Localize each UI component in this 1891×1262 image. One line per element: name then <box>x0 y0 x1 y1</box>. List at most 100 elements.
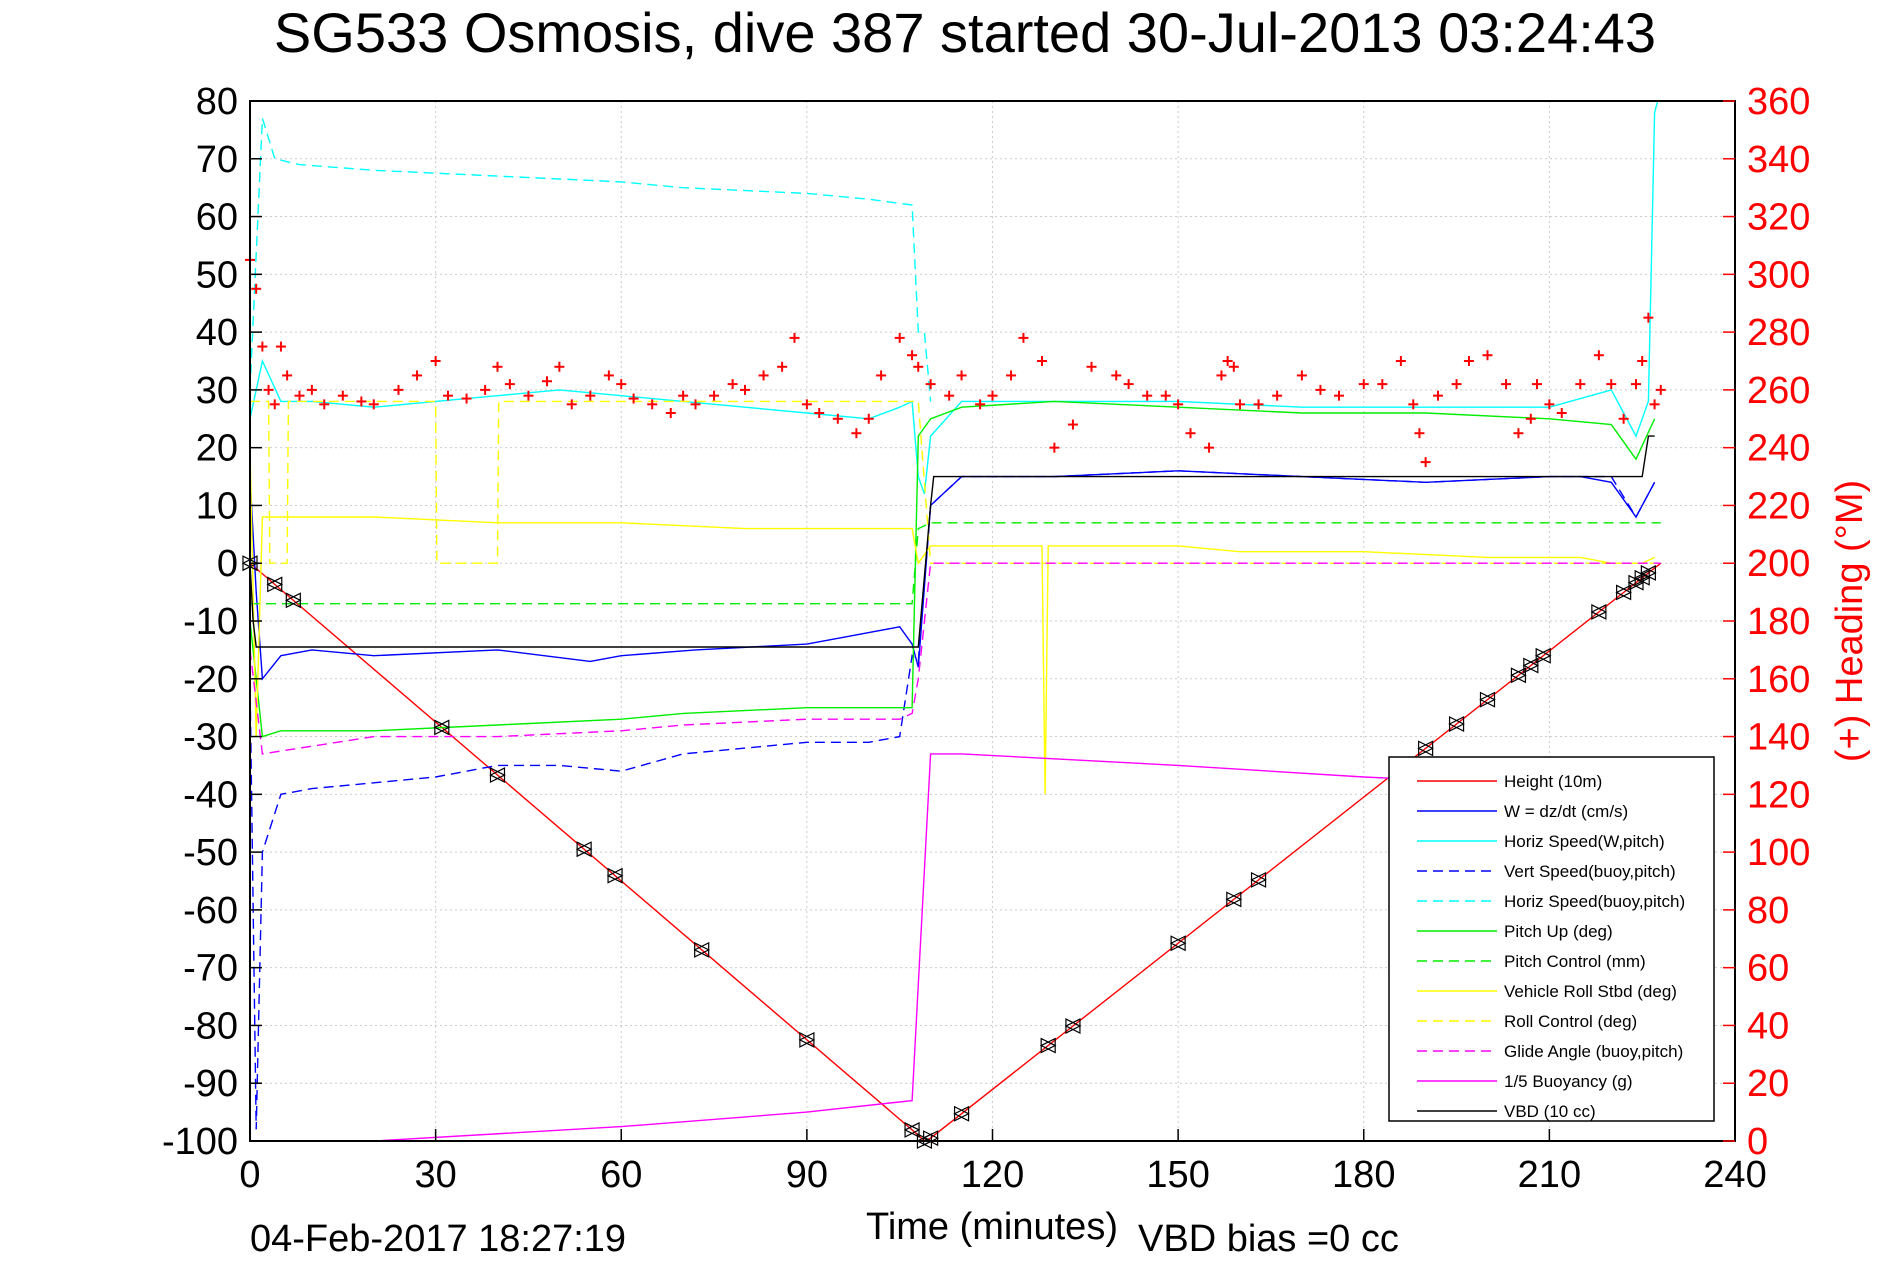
heading-marker <box>251 283 262 294</box>
series-line-5 <box>249 118 932 402</box>
heading-marker <box>913 361 924 372</box>
heading-marker <box>393 384 404 395</box>
heading-marker <box>789 332 800 343</box>
heading-marker <box>944 390 955 401</box>
x-tick-label: 0 <box>239 1154 260 1196</box>
heading-marker <box>894 332 905 343</box>
heading-marker <box>294 390 305 401</box>
height-marker <box>284 592 302 609</box>
height-marker <box>953 1105 970 1122</box>
heading-marker <box>1173 399 1184 410</box>
heading-marker <box>1637 356 1648 366</box>
heading-marker <box>758 370 769 381</box>
heading-marker <box>1006 370 1017 381</box>
y-tick-label: 80 <box>196 81 238 123</box>
legend-box <box>1388 756 1715 1122</box>
heading-marker <box>554 361 565 372</box>
heading-marker <box>368 399 379 410</box>
x-tick-label: 210 <box>1518 1154 1581 1196</box>
heading-marker <box>603 370 614 381</box>
legend-label: Height (10m) <box>1504 772 1602 791</box>
legend-label: Vehicle Roll Stbd (deg) <box>1504 982 1677 1001</box>
height-marker <box>489 767 506 784</box>
height-marker <box>433 719 451 736</box>
height-marker <box>1064 1018 1082 1035</box>
height-marker <box>798 1031 816 1048</box>
heading-marker <box>1420 457 1431 468</box>
height-marker <box>575 841 593 858</box>
heading-marker <box>1272 390 1283 401</box>
height-marker <box>1039 1037 1057 1054</box>
heading-marker <box>1606 379 1617 390</box>
y2-tick-label: 40 <box>1747 1005 1789 1047</box>
y-tick-label: -40 <box>183 774 238 816</box>
heading-marker <box>876 370 887 381</box>
y2-tick-label: 80 <box>1747 890 1789 932</box>
heading-marker <box>492 361 503 372</box>
heading-marker <box>1482 350 1493 361</box>
heading-marker <box>504 379 515 390</box>
height-marker <box>1615 584 1632 601</box>
legend-label: 1/5 Buoyancy (g) <box>1504 1072 1633 1091</box>
y-tick-label: -20 <box>183 659 238 701</box>
series-line-10 <box>249 562 1661 755</box>
heading-marker <box>1408 399 1419 410</box>
heading-marker <box>1556 408 1567 418</box>
heading-marker <box>727 379 738 390</box>
y2-tick-label: 120 <box>1747 774 1810 816</box>
series-line-11 <box>373 753 1426 1142</box>
heading-marker <box>1525 413 1536 424</box>
y2-axis-label: (+) Heading (°M) <box>1829 480 1871 762</box>
heading-marker <box>319 399 330 410</box>
y-tick-label: -100 <box>162 1121 238 1163</box>
y-tick-label: -70 <box>183 948 238 990</box>
height-marker <box>1640 564 1657 581</box>
series-line-3 <box>249 100 1659 495</box>
heading-marker <box>430 356 441 366</box>
heading-marker <box>925 379 936 390</box>
x-tick-label: 30 <box>414 1154 456 1196</box>
heading-marker <box>1228 361 1239 372</box>
heading-marker <box>275 341 286 352</box>
heading-marker <box>863 413 874 424</box>
heading-marker <box>1315 384 1326 395</box>
heading-marker <box>801 399 812 410</box>
x-tick-label: 180 <box>1332 1154 1395 1196</box>
x-tick-label: 120 <box>961 1154 1024 1196</box>
y-tick-label: 0 <box>217 543 238 585</box>
series-line-9 <box>250 400 1661 564</box>
y2-tick-label: 220 <box>1747 485 1810 527</box>
heading-marker <box>1631 379 1641 390</box>
heading-marker <box>1575 379 1586 390</box>
chart-title: SG533 Osmosis, dive 387 started 30-Jul-2… <box>274 1 1656 64</box>
heading-marker <box>1204 442 1215 453</box>
y2-tick-label: 200 <box>1747 543 1810 585</box>
y2-tick-label: 360 <box>1747 81 1810 123</box>
heading-marker <box>356 396 367 407</box>
heading-marker <box>1067 419 1078 430</box>
legend-label: Pitch Control (mm) <box>1504 952 1646 971</box>
heading-marker <box>678 390 689 401</box>
legend: Height (10m) W = dz/dt (cm/s) Horiz Speed(… <box>1388 756 1715 1122</box>
heading-marker <box>412 370 423 381</box>
heading-marker <box>1655 384 1666 395</box>
height-marker <box>1522 657 1540 674</box>
heading-marker <box>585 390 596 401</box>
heading-marker <box>1451 379 1462 390</box>
height-marker <box>903 1121 921 1138</box>
height-marker <box>1225 891 1243 908</box>
y-tick-label: 10 <box>196 485 238 527</box>
height-marker <box>1479 691 1496 708</box>
y2-tick-label: 140 <box>1747 717 1810 759</box>
y2-tick-label: 60 <box>1747 948 1789 990</box>
height-marker <box>1590 603 1608 620</box>
y-tick-labels: 80 70 60 50 40 30 20 10 0 -10 -20 -30 -40 -50 -60 -70 -8… <box>162 81 262 1163</box>
legend-label: Vert Speed(buoy,pitch) <box>1504 862 1676 881</box>
heading-marker <box>1463 356 1474 366</box>
heading-marker <box>1643 312 1654 323</box>
x-tick-label: 60 <box>600 1154 642 1196</box>
heading-marker <box>1253 399 1264 410</box>
heading-marker <box>1216 370 1227 381</box>
x-tick-label: 150 <box>1146 1154 1209 1196</box>
